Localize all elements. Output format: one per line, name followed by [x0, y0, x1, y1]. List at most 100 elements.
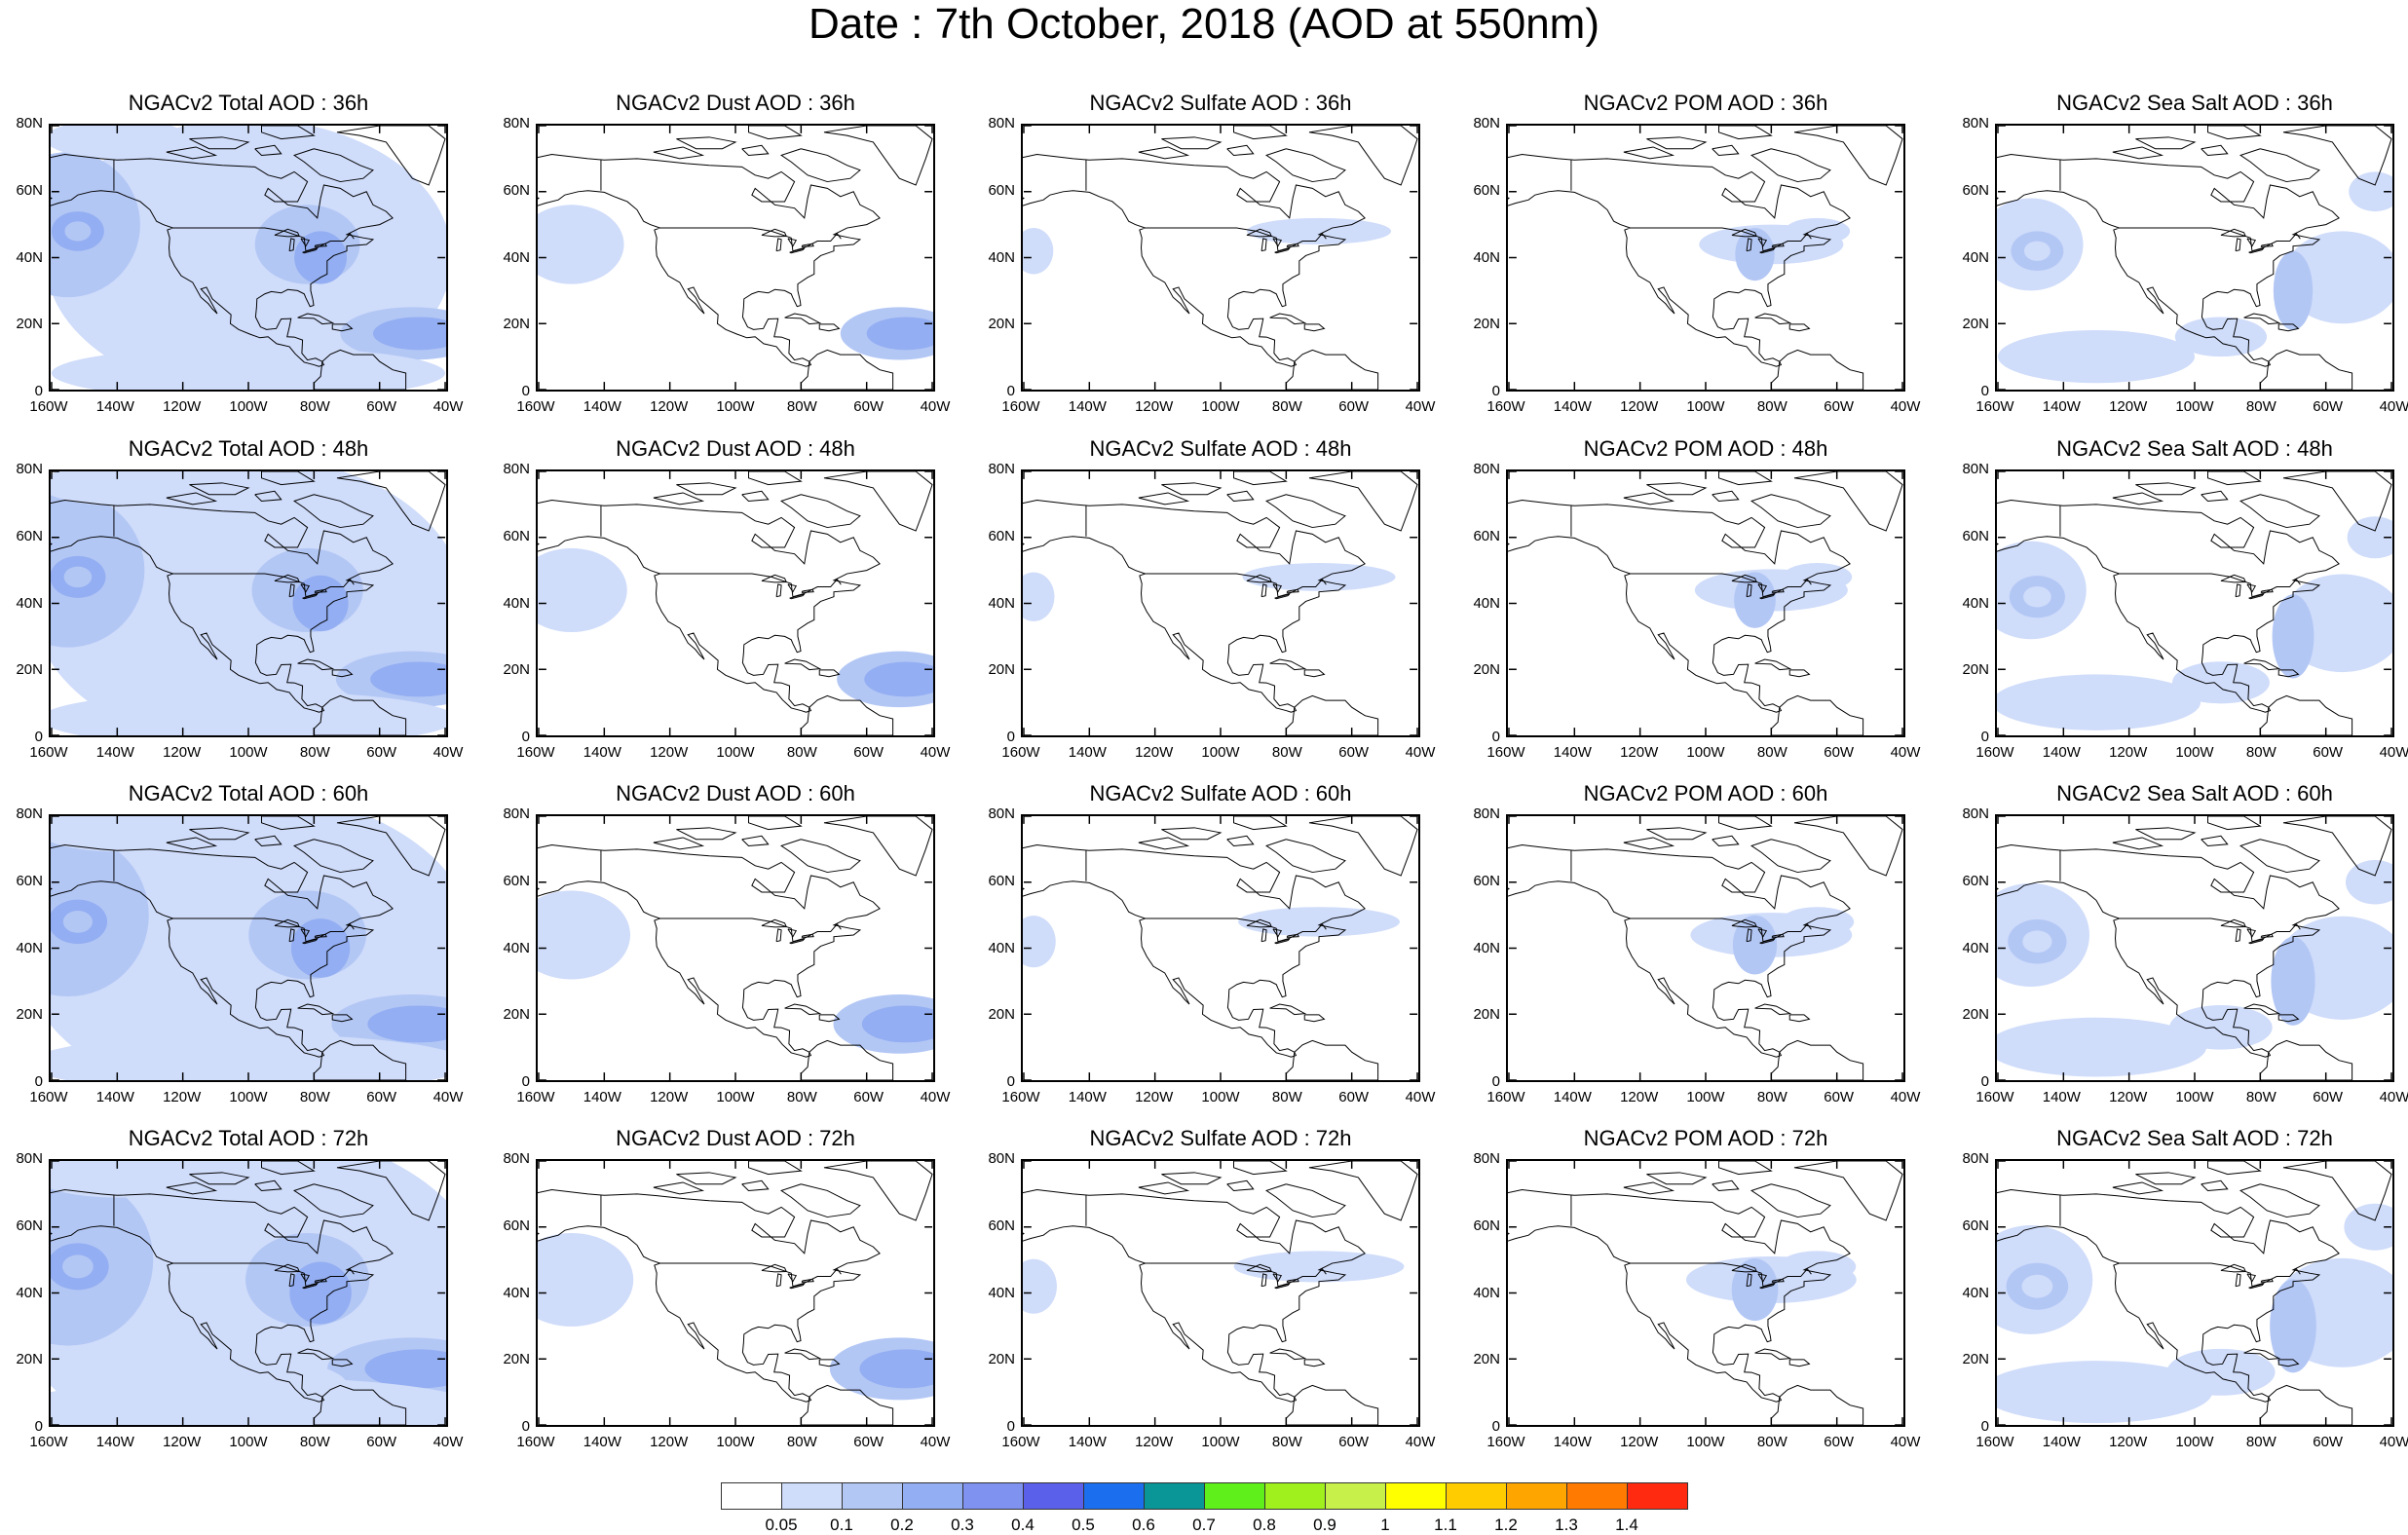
coastline-path: [2246, 928, 2257, 938]
lat-label: 60N: [16, 181, 43, 199]
coastline-path: [1646, 482, 1708, 496]
coastline-path: [261, 1161, 316, 1176]
lon-label: 60W: [366, 398, 397, 415]
coastlines: [51, 126, 446, 390]
lat-label: 20N: [16, 316, 43, 333]
coastline-path: [2239, 148, 2320, 183]
coastline-path: [166, 146, 218, 160]
coastline-path: [2248, 593, 2265, 600]
coastline-path: [1770, 694, 1864, 735]
lon-label: 60W: [1338, 1434, 1370, 1450]
coastline-path: [2207, 1161, 2262, 1176]
aod-blob: [2346, 859, 2392, 905]
coastline-path: [2235, 238, 2241, 252]
aod-blob: [1238, 907, 1400, 937]
tick-marks: [51, 471, 446, 735]
aod-blob: [1233, 1251, 1405, 1283]
lon-label: 120W: [650, 398, 689, 415]
lon-label: 120W: [1135, 398, 1174, 415]
map-panel-total-72h: [49, 1159, 448, 1427]
lat-label: 40N: [1962, 1284, 1989, 1301]
aod-shading: [1997, 859, 2392, 1077]
lon-label: 140W: [583, 398, 621, 415]
lon-label: 160W: [516, 398, 555, 415]
lon-label: 120W: [163, 744, 202, 761]
coastline-path: [1308, 126, 1418, 186]
lon-label: 120W: [163, 398, 202, 415]
coastline-path: [288, 238, 295, 252]
coastline-path: [1286, 933, 1299, 938]
coastline-path: [2260, 588, 2274, 593]
tick-marks: [51, 816, 446, 1080]
coastline-path: [741, 490, 770, 502]
coastline-path: [538, 499, 881, 713]
colorbar-swatch: [1325, 1482, 1386, 1510]
coastline-path: [2220, 918, 2246, 928]
coastline-path: [761, 1263, 787, 1273]
map-canvas: [1508, 1161, 1903, 1425]
coastline-path: [302, 593, 319, 600]
lon-label: 100W: [229, 744, 268, 761]
coastline-path: [254, 144, 282, 156]
lon-label: 140W: [1553, 398, 1592, 415]
lat-label: 20N: [1473, 316, 1500, 333]
coastline-path: [331, 669, 354, 678]
lon-label: 40W: [920, 1434, 951, 1450]
lat-label: 60N: [503, 527, 530, 544]
coastline-path: [297, 313, 335, 325]
lat-label: 80N: [1962, 805, 1989, 822]
coastline-path: [1712, 144, 1740, 156]
aod-blob: [1023, 916, 1056, 968]
coastline-path: [823, 126, 933, 186]
map-canvas: [51, 1161, 446, 1425]
lat-label: 60N: [988, 1217, 1015, 1234]
coastline-path: [1750, 1183, 1831, 1218]
lat-label: 0: [1491, 1418, 1500, 1435]
coastline-path: [2259, 349, 2353, 390]
coastline-path: [2282, 126, 2392, 186]
coastline-path: [1285, 1039, 1379, 1080]
coastline-path: [1750, 148, 1831, 183]
lon-label: 40W: [433, 1089, 464, 1105]
aod-blob: [861, 1005, 933, 1043]
lon-label: 80W: [299, 1089, 330, 1105]
aod-blob: [2023, 585, 2051, 608]
coastline-path: [1264, 494, 1346, 529]
coastline-path: [1303, 1359, 1326, 1367]
lon-label: 40W: [2379, 1089, 2408, 1105]
coastline-path: [1788, 669, 1811, 678]
coastline-path: [1754, 1348, 1792, 1361]
coastline-path: [189, 482, 250, 496]
lat-label: 20N: [988, 1351, 1015, 1368]
lat-label: 0: [34, 383, 43, 399]
aod-blob: [2166, 1348, 2276, 1396]
coastline-path: [1623, 146, 1675, 160]
coastline-path: [288, 928, 295, 943]
panel-title: NGACv2 Sulfate AOD : 48h: [1089, 436, 1352, 461]
coastlines: [1997, 1161, 2392, 1425]
panel-title: NGACv2 Sulfate AOD : 36h: [1089, 91, 1352, 115]
lon-label: 140W: [95, 1434, 134, 1450]
coastline-path: [2282, 1161, 2392, 1221]
lat-label: 80N: [1473, 461, 1500, 477]
aod-blob: [864, 661, 933, 697]
map-panel-total-36h: [49, 124, 448, 392]
lat-label: 60N: [988, 527, 1015, 544]
lon-label: 100W: [1201, 398, 1240, 415]
lon-label: 40W: [1405, 398, 1436, 415]
lat-label: 40N: [503, 1284, 530, 1301]
aod-blob: [51, 816, 199, 852]
coastline-path: [818, 1014, 841, 1023]
coastline-path: [823, 816, 933, 877]
aod-blob: [370, 661, 446, 697]
lat-label: 20N: [1473, 661, 1500, 679]
coastline-path: [1746, 928, 1752, 943]
map-canvas: [538, 816, 933, 1080]
aod-blob: [51, 1161, 203, 1198]
colorbar-swatch: [1023, 1482, 1084, 1510]
coastline-path: [2260, 243, 2274, 247]
coastline-path: [274, 918, 300, 928]
coastline-path: [1757, 583, 1768, 593]
lon-label: 160W: [29, 744, 68, 761]
coastline-path: [1630, 573, 1812, 598]
